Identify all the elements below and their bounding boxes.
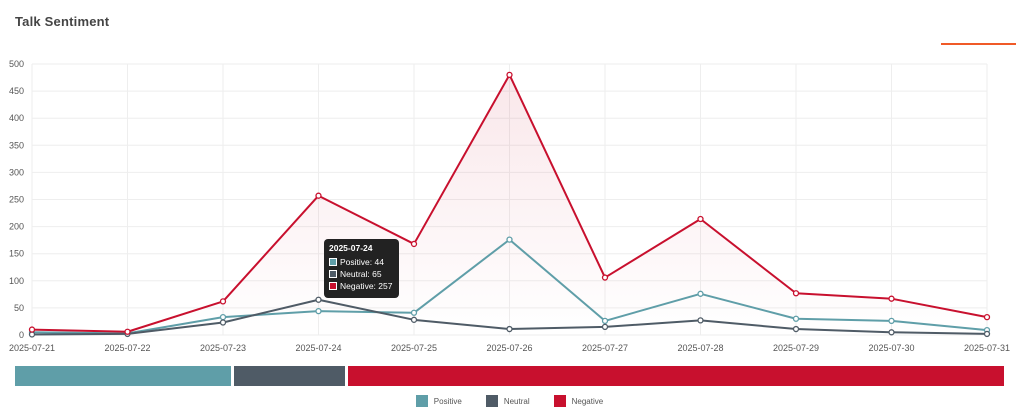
y-tick-label: 50 — [14, 303, 24, 313]
tooltip-row-neutral: Neutral: 65 — [329, 268, 394, 280]
legend-item-positive[interactable]: Positive — [415, 395, 462, 407]
x-tick-label: 2025-07-23 — [200, 343, 246, 353]
negative-area — [32, 74, 987, 335]
y-tick-label: 400 — [9, 113, 24, 123]
data-point-negative — [983, 313, 991, 321]
y-tick-label: 350 — [9, 140, 24, 150]
tooltip-row-negative: Negative: 257 — [329, 280, 394, 292]
data-point-neutral — [219, 319, 227, 326]
data-point-negative — [124, 328, 131, 335]
data-point-negative — [219, 298, 227, 305]
data-point-positive — [315, 308, 322, 315]
chart-legend: Positive Neutral Negative — [0, 395, 1019, 407]
y-tick-label: 150 — [9, 249, 24, 259]
x-tick-label: 2025-07-21 — [9, 343, 55, 353]
y-tick-label: 250 — [9, 195, 24, 205]
chart-title: Talk Sentiment — [15, 14, 110, 29]
stacked-bar-segment-positive[interactable] — [15, 366, 231, 386]
y-tick-label: 300 — [9, 167, 24, 177]
data-point-neutral — [888, 329, 895, 336]
data-point-negative — [601, 274, 609, 281]
legend-item-negative[interactable]: Negative — [553, 395, 604, 407]
legend-label-positive: Positive — [433, 396, 462, 406]
header-accent-line — [941, 43, 1016, 45]
data-point-neutral — [601, 323, 609, 331]
line-chart: 0 50 100 150 200 250 300 350 400 450 500 2025-07-21… — [9, 59, 1010, 353]
legend-swatch-negative — [553, 395, 566, 407]
x-tick-label: 2025-07-30 — [868, 343, 914, 353]
legend-item-neutral[interactable]: Neutral — [485, 395, 530, 407]
tooltip-swatch-neutral — [329, 270, 337, 278]
data-point-positive — [888, 317, 895, 325]
data-point-negative — [28, 326, 36, 333]
tooltip-label-negative: Negative: 257 — [340, 281, 393, 291]
data-point-positive — [601, 317, 609, 325]
x-tick-label: 2025-07-29 — [773, 343, 819, 353]
data-point-neutral — [792, 325, 800, 333]
data-point-neutral — [983, 330, 991, 338]
data-point-negative — [888, 295, 895, 302]
data-point-negative — [410, 240, 418, 248]
y-tick-label: 200 — [9, 222, 24, 232]
x-tick-label: 2025-07-31 — [964, 343, 1010, 353]
x-tick-label: 2025-07-22 — [104, 343, 150, 353]
hover-tooltip: 2025-07-24 Positive: 44 Neutral: 65 Nega… — [324, 239, 399, 298]
data-point-negative — [697, 215, 704, 223]
tooltip-swatch-positive — [329, 258, 337, 266]
legend-swatch-positive — [415, 395, 428, 407]
legend-swatch-neutral — [485, 395, 498, 407]
x-tick-label: 2025-07-25 — [391, 343, 437, 353]
x-tick-label: 2025-07-28 — [677, 343, 723, 353]
data-point-negative — [506, 71, 513, 78]
stacked-bar-segment-negative[interactable] — [348, 366, 1004, 386]
data-point-positive — [792, 315, 800, 322]
y-tick-label: 100 — [9, 276, 24, 286]
data-point-positive — [506, 236, 513, 243]
y-tick-label: 500 — [9, 59, 24, 69]
y-tick-label: 0 — [19, 330, 24, 340]
y-tick-label: 450 — [9, 86, 24, 96]
data-point-negative — [792, 290, 800, 297]
x-tick-label: 2025-07-26 — [486, 343, 532, 353]
data-point-neutral — [410, 316, 418, 323]
data-point-negative — [315, 192, 322, 199]
tooltip-label-neutral: Neutral: 65 — [340, 269, 382, 279]
data-point-positive — [410, 309, 418, 316]
data-point-neutral — [697, 317, 704, 324]
tooltip-row-positive: Positive: 44 — [329, 256, 394, 268]
tooltip-swatch-negative — [329, 282, 337, 290]
legend-label-neutral: Neutral — [503, 396, 530, 406]
x-tick-label: 2025-07-24 — [295, 343, 341, 353]
data-point-positive — [697, 290, 704, 297]
x-tick-label: 2025-07-27 — [582, 343, 628, 353]
data-point-neutral — [315, 296, 322, 303]
data-point-positive — [219, 313, 227, 321]
tooltip-date: 2025-07-24 — [329, 243, 373, 253]
data-point-neutral — [506, 325, 513, 333]
legend-label-negative: Negative — [571, 396, 604, 406]
stacked-bar-segment-neutral[interactable] — [233, 366, 346, 386]
tooltip-label-positive: Positive: 44 — [340, 257, 384, 267]
